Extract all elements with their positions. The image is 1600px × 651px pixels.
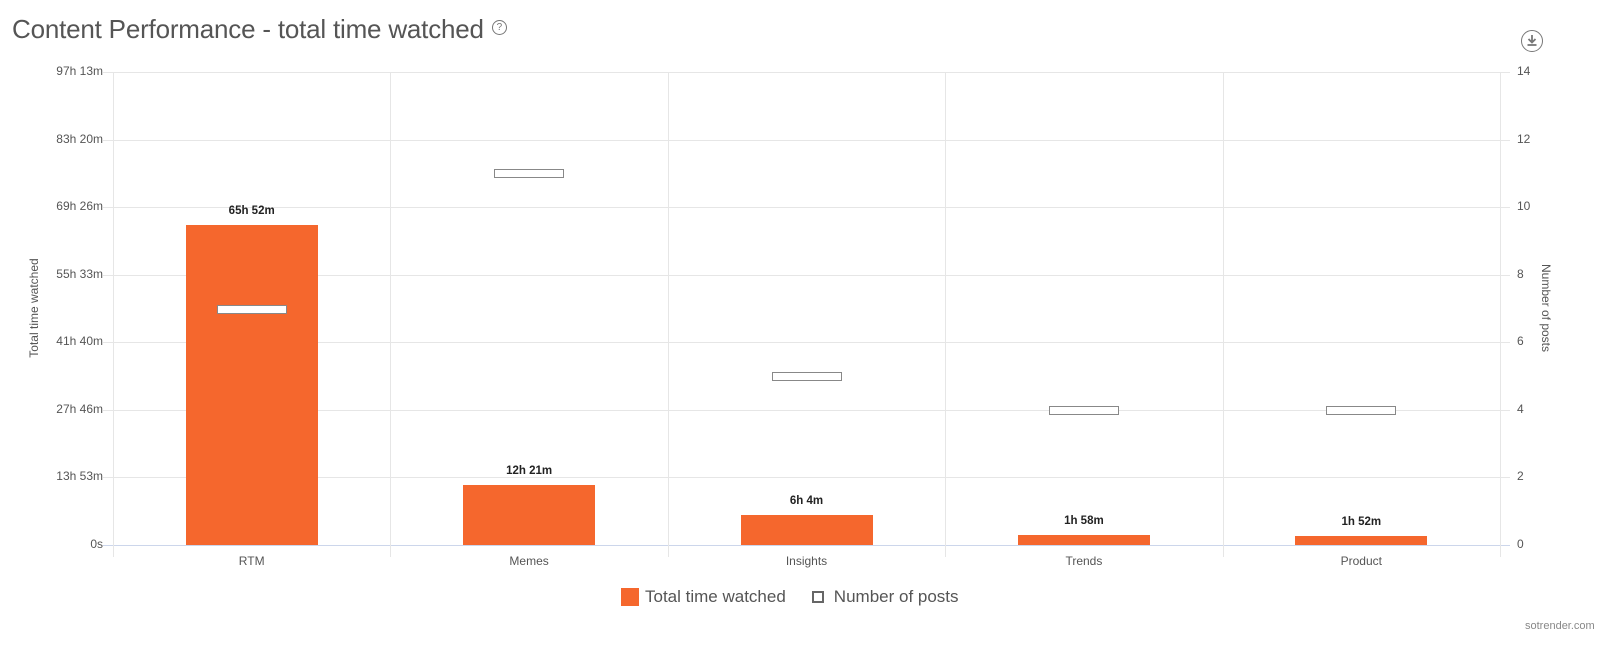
bar-trends[interactable] bbox=[1017, 535, 1150, 545]
right-axis-tick: 2 bbox=[1517, 469, 1524, 484]
right-axis-title: Number of posts bbox=[1539, 263, 1553, 353]
gridline bbox=[103, 207, 1510, 209]
bar-product[interactable] bbox=[1295, 535, 1428, 545]
bar-value-label: 1h 52m bbox=[1341, 515, 1382, 528]
chart-title-text: Content Performance - total time watched bbox=[12, 14, 484, 44]
credit-text: sotrender.com bbox=[1525, 620, 1595, 632]
chart-title: Content Performance - total time watched… bbox=[12, 14, 507, 45]
gridline bbox=[103, 545, 1510, 546]
bar-rtm[interactable] bbox=[185, 224, 318, 545]
category-divider bbox=[390, 72, 392, 557]
bar-memes[interactable] bbox=[463, 484, 596, 545]
gridline bbox=[103, 409, 1510, 411]
category-divider bbox=[945, 72, 947, 557]
bar-value-label: 12h 21m bbox=[506, 464, 553, 477]
left-axis-tick: 13h 53m bbox=[56, 469, 103, 484]
right-axis-tick: 14 bbox=[1517, 64, 1531, 78]
gridline bbox=[103, 477, 1510, 479]
bar-value-label: 6h 4m bbox=[789, 495, 824, 508]
right-axis-line bbox=[1500, 72, 1501, 557]
left-axis-tick: 69h 26m bbox=[56, 199, 103, 214]
posts-marker-memes[interactable] bbox=[494, 169, 565, 179]
left-axis-line bbox=[113, 72, 114, 557]
left-axis-title: Total time watched bbox=[27, 258, 41, 358]
gridline bbox=[103, 342, 1510, 344]
bar-value-label: 1h 58m bbox=[1064, 515, 1104, 528]
category-divider bbox=[1222, 72, 1224, 557]
gridline bbox=[103, 139, 1510, 141]
category-divider bbox=[667, 72, 669, 557]
bar-insights[interactable] bbox=[740, 515, 873, 545]
legend-label-total-time: Total time watched bbox=[645, 587, 786, 606]
left-axis-tick: 83h 20m bbox=[56, 131, 103, 146]
right-axis-tick: 0 bbox=[1517, 537, 1524, 551]
bar-value-label: 65h 52m bbox=[228, 204, 275, 217]
posts-marker-trends[interactable] bbox=[1048, 405, 1119, 415]
left-axis-tick: 55h 33m bbox=[56, 266, 103, 281]
legend-item-total-time[interactable]: Total time watched bbox=[621, 587, 786, 607]
help-icon[interactable]: ? bbox=[491, 20, 507, 35]
right-axis-tick: 8 bbox=[1517, 266, 1524, 281]
gridline bbox=[103, 72, 1510, 73]
left-axis-tick: 41h 40m bbox=[56, 334, 103, 349]
gridline bbox=[103, 274, 1510, 276]
posts-marker-insights[interactable] bbox=[771, 372, 842, 382]
right-axis-tick: 12 bbox=[1517, 131, 1531, 146]
x-axis-label: RTM bbox=[238, 554, 265, 568]
right-axis-tick: 10 bbox=[1517, 199, 1531, 214]
right-axis-tick: 4 bbox=[1517, 401, 1524, 416]
legend: Total time watched Number of posts bbox=[621, 587, 959, 607]
left-axis-tick: 0s bbox=[90, 537, 103, 551]
left-axis-tick: 97h 13m bbox=[56, 64, 103, 78]
right-axis-tick: 6 bbox=[1517, 334, 1524, 349]
x-axis-label: Insights bbox=[785, 554, 828, 568]
marker-swatch-icon bbox=[811, 591, 824, 603]
legend-label-posts: Number of posts bbox=[833, 587, 959, 606]
x-axis-label: Memes bbox=[509, 554, 549, 568]
x-axis-label: Product bbox=[1340, 554, 1382, 568]
bar-swatch-icon bbox=[621, 588, 639, 606]
posts-marker-rtm[interactable] bbox=[216, 304, 287, 314]
left-axis-tick: 27h 46m bbox=[56, 401, 103, 416]
legend-item-posts[interactable]: Number of posts bbox=[786, 587, 959, 607]
x-axis-label: Trends bbox=[1065, 554, 1103, 568]
posts-marker-product[interactable] bbox=[1326, 405, 1397, 415]
download-icon[interactable] bbox=[1521, 30, 1543, 52]
